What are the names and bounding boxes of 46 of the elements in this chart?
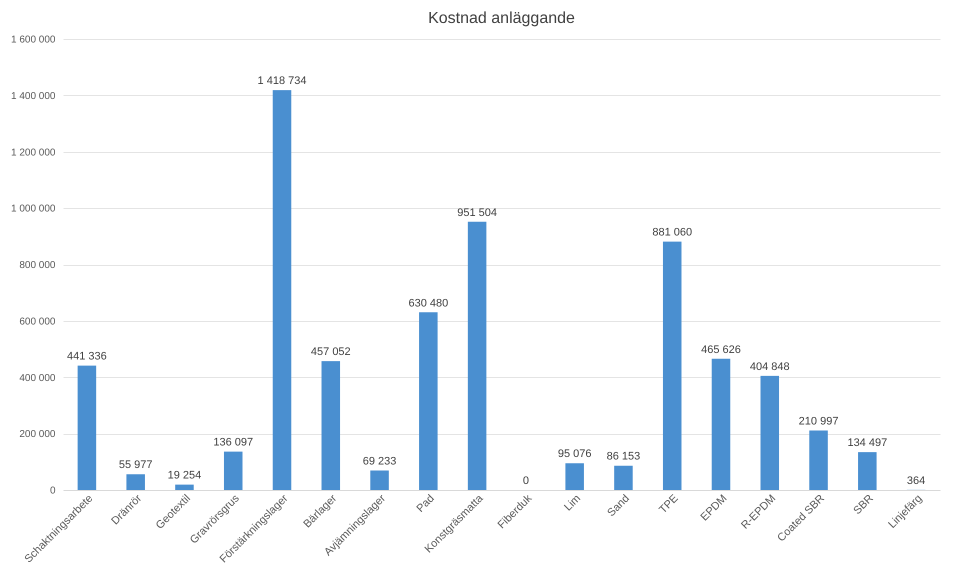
bar <box>858 452 877 490</box>
bar <box>662 242 682 490</box>
data-label: 55 977 <box>118 459 153 472</box>
y-tick-label: 0 <box>50 486 56 496</box>
data-label: 630 480 <box>408 297 448 310</box>
bar <box>126 474 145 490</box>
data-label: 69 233 <box>362 455 396 468</box>
y-tick-label: 400 000 <box>19 372 56 384</box>
bar <box>809 430 828 490</box>
bar <box>370 470 389 490</box>
data-label: 136 097 <box>213 436 254 449</box>
x-tick-label: Lim <box>562 492 584 514</box>
bar <box>614 466 633 490</box>
bar <box>760 376 780 490</box>
data-label: 0 <box>522 475 529 487</box>
data-label: 457 052 <box>310 346 351 358</box>
bar <box>272 90 292 490</box>
data-label: 1 418 734 <box>258 75 306 88</box>
data-label: 134 497 <box>847 437 888 450</box>
data-label: 86 153 <box>606 450 640 463</box>
y-tick-label: 800 000 <box>19 260 56 271</box>
bar <box>175 484 194 490</box>
data-label: 95 076 <box>558 448 592 460</box>
bar <box>322 361 340 490</box>
data-label: 881 060 <box>652 226 692 239</box>
bar <box>224 452 242 490</box>
data-label: 465 626 <box>701 344 741 356</box>
bar <box>565 463 584 490</box>
bar <box>468 222 486 490</box>
y-tick-label: 1 600 000 <box>11 34 56 46</box>
data-label: 951 504 <box>457 206 497 219</box>
data-label: 441 336 <box>67 350 107 363</box>
x-tick-label: TPE <box>657 492 681 516</box>
y-tick-label: 1 000 000 <box>11 204 56 215</box>
bar <box>712 358 730 490</box>
chart-title: Kostnad anläggande <box>428 10 575 27</box>
y-tick-label: 200 000 <box>19 429 56 440</box>
bar <box>78 366 96 490</box>
data-label: 19 254 <box>168 470 202 482</box>
data-label: 364 <box>906 474 926 487</box>
data-label: 210 997 <box>798 416 838 428</box>
y-tick-label: 600 000 <box>19 316 56 328</box>
bar <box>419 312 438 490</box>
y-tick-label: 1 200 000 <box>11 147 56 158</box>
data-label: 404 848 <box>750 360 790 373</box>
y-tick-label: 1 400 000 <box>11 90 56 102</box>
